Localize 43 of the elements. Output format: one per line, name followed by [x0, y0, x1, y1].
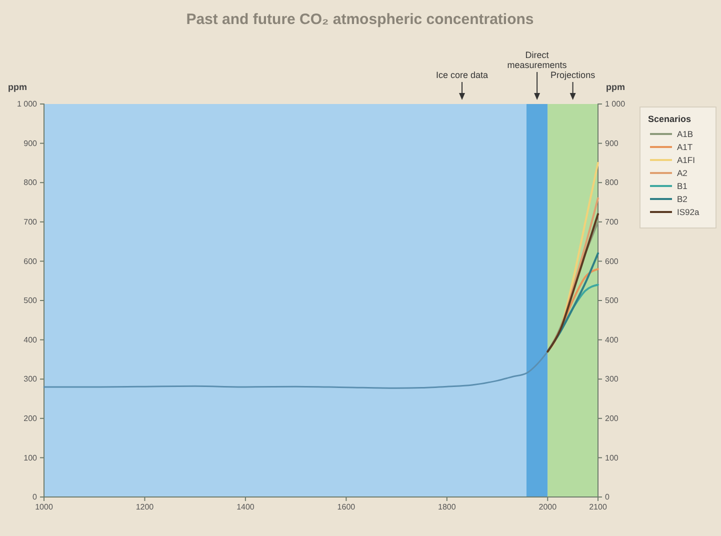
x-tick-label: 1400	[236, 502, 255, 512]
y-tick-label: 900	[24, 138, 38, 148]
y2-tick-label: 100	[605, 453, 619, 462]
legend-label: A1FI	[677, 155, 695, 165]
legend-title: Scenarios	[648, 114, 692, 124]
y2-tick-label: 1 000	[605, 100, 626, 109]
y-tick-label: 200	[24, 414, 38, 423]
band-label: Projections	[550, 70, 596, 80]
y2-tick-label: 200	[605, 414, 619, 423]
y-tick-label: 400	[24, 335, 38, 344]
y2-tick-label: 0	[605, 492, 610, 502]
x-tick-label: 2000	[538, 502, 558, 512]
y-tick-label: 500	[24, 296, 38, 306]
band-label: Ice core data	[436, 70, 488, 80]
y-tick-label: 0	[32, 492, 38, 502]
y2-tick-label: 600	[605, 256, 619, 266]
x-tick-label: 1600	[337, 502, 356, 512]
legend-label: B1	[677, 181, 688, 191]
y-tick-label: 1 000	[16, 100, 38, 109]
legend-label: A2	[677, 168, 688, 178]
band-label: Direct measurements	[507, 50, 568, 70]
y2-tick-label: 500	[605, 296, 619, 306]
y2-tick-label: 800	[605, 178, 619, 188]
y2-tick-label: 900	[605, 138, 619, 148]
legend-label: A1B	[677, 129, 694, 139]
legend-label: A1T	[677, 142, 693, 152]
y-tick-label: 600	[24, 256, 38, 266]
y-tick-label: 300	[24, 374, 38, 384]
y2-tick-label: 400	[605, 335, 619, 344]
x-tick-label: 1800	[438, 502, 456, 512]
legend-label: B2	[677, 194, 688, 204]
y2-tick-label: 300	[605, 374, 619, 384]
x-tick-label: 2100	[589, 502, 608, 512]
chart-title: Past and future CO₂ atmospheric concentrations	[186, 11, 534, 28]
y-tick-label: 800	[24, 178, 38, 188]
y-axis-title: ppm	[8, 82, 27, 92]
x-tick-label: 1200	[136, 502, 154, 512]
y2-axis-title: ppm	[606, 82, 625, 92]
x-tick-label: 1000	[35, 502, 54, 512]
legend-label: IS92a	[677, 207, 700, 217]
y-tick-label: 100	[24, 453, 38, 462]
y-tick-label: 700	[24, 217, 38, 226]
y2-tick-label: 700	[605, 217, 619, 226]
